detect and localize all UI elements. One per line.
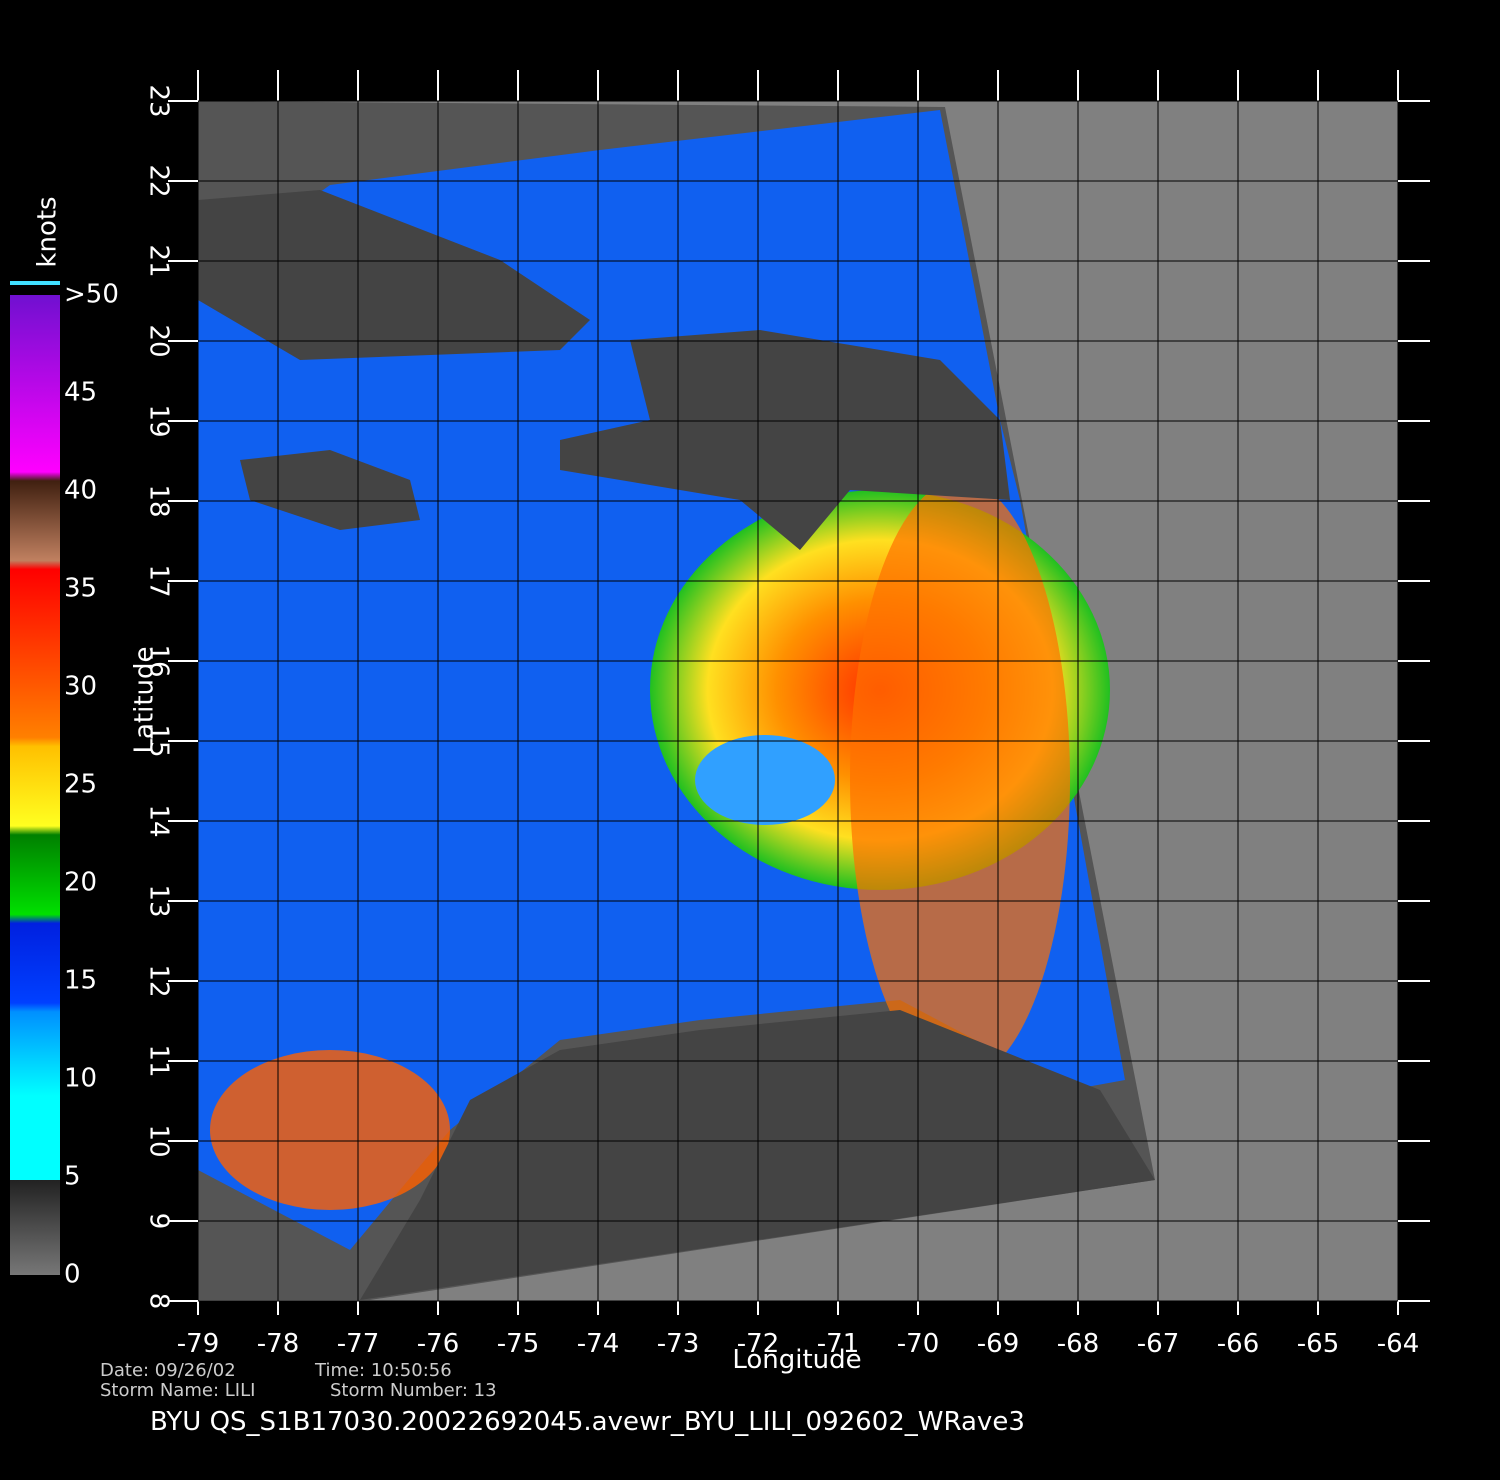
x-tick-label: -71 bbox=[817, 1329, 859, 1359]
colorbar-tick-label: 30 bbox=[64, 672, 97, 702]
x-tick-label: -64 bbox=[1377, 1329, 1419, 1359]
x-tick-label: -65 bbox=[1297, 1329, 1339, 1359]
y-tick-label: 19 bbox=[144, 404, 174, 437]
y-tick-label: 11 bbox=[144, 1044, 174, 1077]
y-tick-label: 18 bbox=[144, 484, 174, 517]
y-tick-label: 9 bbox=[144, 1213, 174, 1230]
x-tick-label: -74 bbox=[577, 1329, 619, 1359]
footer-time: Time: 10:50:56 bbox=[314, 1360, 452, 1381]
colorbar-tick-label: 20 bbox=[64, 868, 97, 898]
footer-file: BYU QS_S1B17030.20022692045.avewr_BYU_LI… bbox=[150, 1407, 1025, 1437]
x-tick-label: -76 bbox=[417, 1329, 459, 1359]
colorbar-low bbox=[10, 1180, 60, 1275]
x-tick-label: -70 bbox=[897, 1329, 939, 1359]
x-tick-label: -67 bbox=[1137, 1329, 1179, 1359]
colorbar bbox=[10, 295, 60, 1180]
footer-storm-number: Storm Number: 13 bbox=[330, 1380, 497, 1401]
x-tick-label: -75 bbox=[497, 1329, 539, 1359]
y-tick-label: 23 bbox=[144, 84, 174, 117]
x-tick-label: -79 bbox=[177, 1329, 219, 1359]
colorbar-tick-label: 45 bbox=[64, 378, 97, 408]
land bbox=[198, 190, 590, 360]
y-tick-label: 15 bbox=[144, 724, 174, 757]
x-tick-label: -78 bbox=[257, 1329, 299, 1359]
y-tick-label: 8 bbox=[144, 1293, 174, 1310]
coast-wind bbox=[210, 1050, 450, 1210]
y-tick-label: 22 bbox=[144, 164, 174, 197]
colorbar-tick-label: 10 bbox=[64, 1064, 97, 1094]
colorbar-cap bbox=[10, 281, 60, 285]
colorbar-tick-label: 5 bbox=[64, 1162, 81, 1192]
y-tick-label: 17 bbox=[144, 564, 174, 597]
colorbar-tick-label: 15 bbox=[64, 966, 97, 996]
land bbox=[560, 330, 1010, 550]
colorbar-tick-label: 25 bbox=[64, 770, 97, 800]
y-axis-label: Latitude bbox=[130, 646, 160, 753]
y-tick-label: 20 bbox=[144, 324, 174, 357]
footer-date: Date: 09/26/02 bbox=[100, 1360, 236, 1381]
x-tick-label: -73 bbox=[657, 1329, 699, 1359]
colorbar-tick-label: 0 bbox=[64, 1260, 81, 1290]
colorbar-title: knots bbox=[33, 196, 63, 267]
y-tick-label: 12 bbox=[144, 964, 174, 997]
x-tick-label: -69 bbox=[977, 1329, 1019, 1359]
storm-wind bbox=[850, 480, 1070, 1080]
colorbar-tick-label: 35 bbox=[64, 574, 97, 604]
colorbar-tick-label: >50 bbox=[64, 280, 119, 310]
y-tick-label: 16 bbox=[144, 644, 174, 677]
x-tick-label: -77 bbox=[337, 1329, 379, 1359]
land bbox=[240, 450, 420, 530]
y-tick-label: 21 bbox=[144, 244, 174, 277]
x-tick-label: -66 bbox=[1217, 1329, 1259, 1359]
x-axis-label: Longitude bbox=[732, 1345, 861, 1375]
y-tick-label: 10 bbox=[144, 1124, 174, 1157]
calm-wind bbox=[695, 735, 835, 825]
x-tick-label: -72 bbox=[737, 1329, 779, 1359]
colorbar-tick-label: 40 bbox=[64, 476, 97, 506]
y-tick-label: 13 bbox=[144, 884, 174, 917]
y-tick-label: 14 bbox=[144, 804, 174, 837]
x-tick-label: -68 bbox=[1057, 1329, 1099, 1359]
footer-storm-name: Storm Name: LILI bbox=[100, 1380, 255, 1401]
